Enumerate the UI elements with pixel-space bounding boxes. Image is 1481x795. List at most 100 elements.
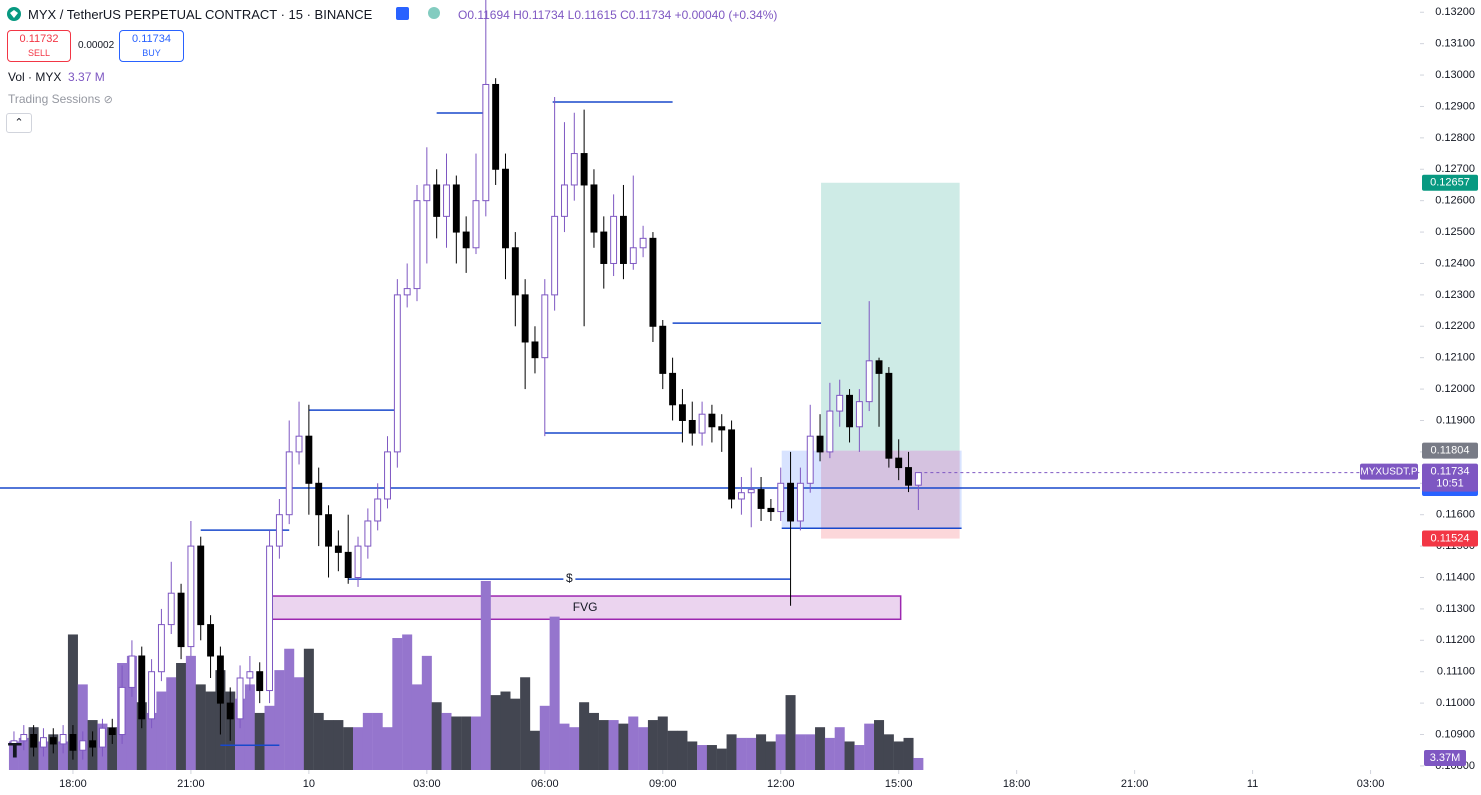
candle-body: [128, 655, 136, 688]
y-tick-label: 0.13100: [1435, 38, 1475, 50]
candle-body: [826, 410, 834, 453]
volume-bar: [136, 702, 147, 770]
candle-body: [708, 413, 716, 428]
volume-bar: [598, 720, 609, 770]
y-tick-label: 0.12300: [1435, 289, 1475, 301]
volume-bar: [913, 757, 924, 770]
volume-bar: [883, 734, 894, 770]
symbol-icon: [6, 6, 22, 25]
symbol-badge: MYXUSDT.P: [1360, 466, 1418, 477]
volume-bar: [303, 648, 314, 770]
volume-bar: [254, 712, 265, 770]
candle-body: [216, 655, 224, 704]
volume-bar: [628, 716, 639, 770]
candle-body: [354, 545, 362, 578]
candle-body: [905, 467, 912, 486]
volume-bar: [392, 638, 403, 770]
candle-body: [256, 671, 264, 692]
volume-indicator-value: 3.37 M: [68, 70, 105, 84]
candle-body: [452, 184, 460, 233]
candle-body: [236, 677, 244, 720]
volume-bar: [146, 712, 157, 770]
y-tick-label: 0.12600: [1435, 195, 1475, 207]
candle-body: [678, 404, 686, 421]
candle-body: [855, 401, 863, 428]
volume-bar: [638, 727, 649, 770]
stop-badge: 0.11524: [1431, 532, 1470, 544]
candle-body: [659, 325, 667, 374]
volume-bar: [903, 737, 914, 770]
level-label-bg: [563, 572, 576, 587]
volume-bar: [785, 695, 796, 770]
candle-body: [816, 435, 824, 453]
candle-body: [728, 429, 736, 500]
price-axis-bg: [1420, 0, 1481, 795]
buy-button[interactable]: 0.11734 BUY: [119, 30, 184, 62]
candle-body: [747, 489, 755, 494]
candle-body: [649, 237, 657, 327]
x-tick-label: 18:00: [59, 778, 87, 790]
x-tick-label: 21:00: [1121, 778, 1149, 790]
volume-bar: [126, 655, 137, 770]
volume-bar: [18, 737, 29, 770]
candle-body: [669, 372, 677, 406]
y-tick-label: 0.10900: [1435, 728, 1475, 740]
candle-body: [551, 215, 559, 296]
candle-body: [796, 482, 804, 522]
volume-bar: [294, 677, 305, 770]
target-badge-bg: [1422, 174, 1478, 191]
candle-body: [89, 740, 97, 748]
volume-bar: [353, 727, 364, 770]
volume-bar: [824, 737, 835, 770]
candle-body: [413, 200, 421, 290]
y-tick-label: 0.12200: [1435, 320, 1475, 332]
ohlc-readout: O0.11694 H0.11734 L0.11615 C0.11734 +0.0…: [458, 8, 778, 22]
y-tick-label: 0.11100: [1437, 666, 1475, 678]
candle-body: [30, 734, 38, 748]
candle-body: [69, 734, 77, 751]
x-tick-label: 03:00: [413, 778, 441, 790]
volume-bar: [235, 698, 246, 770]
volume-bar: [451, 716, 462, 770]
candle-body: [384, 451, 391, 500]
last-price-badge: 0.11734: [1431, 466, 1470, 478]
y-tick-label: 0.11300: [1436, 603, 1475, 615]
volume-badge-bg: [1424, 749, 1466, 766]
volume-bar: [156, 691, 167, 770]
candle-body: [20, 734, 28, 742]
collapse-button[interactable]: ⌃: [6, 113, 32, 133]
candle-body: [315, 482, 323, 516]
candle-body: [275, 514, 283, 547]
volume-bar: [854, 745, 865, 770]
candle-body: [698, 413, 706, 434]
volume-bar: [461, 716, 472, 770]
candle-body: [688, 419, 696, 434]
volume-badge: 3.37M: [1430, 752, 1461, 764]
candle-body: [561, 184, 568, 217]
candle-body: [875, 360, 883, 374]
volume-bar: [697, 745, 708, 770]
volume-bar: [588, 712, 599, 770]
target-badge: 0.12657: [1430, 177, 1470, 189]
candle-body: [325, 514, 332, 547]
sessions-name: Trading Sessions: [8, 92, 101, 106]
candle-body: [187, 545, 195, 648]
candle-body: [79, 740, 87, 751]
volume-bar: [657, 716, 668, 770]
candle-body: [443, 184, 450, 217]
candle-body: [610, 215, 618, 264]
volume-bar: [185, 655, 196, 770]
candle-body: [197, 545, 205, 626]
volume-bar: [893, 741, 904, 770]
volume-bar: [529, 730, 540, 770]
candle-body: [619, 215, 627, 264]
x-tick-label: 12:00: [767, 778, 795, 790]
sell-button[interactable]: 0.11732 SELL: [7, 30, 71, 62]
candle-body: [157, 624, 165, 673]
candle-body: [10, 740, 18, 745]
x-tick-label: 18:00: [1003, 778, 1031, 790]
flag-icon[interactable]: [396, 7, 409, 20]
candle-body: [836, 394, 844, 412]
volume-bar: [706, 745, 717, 770]
